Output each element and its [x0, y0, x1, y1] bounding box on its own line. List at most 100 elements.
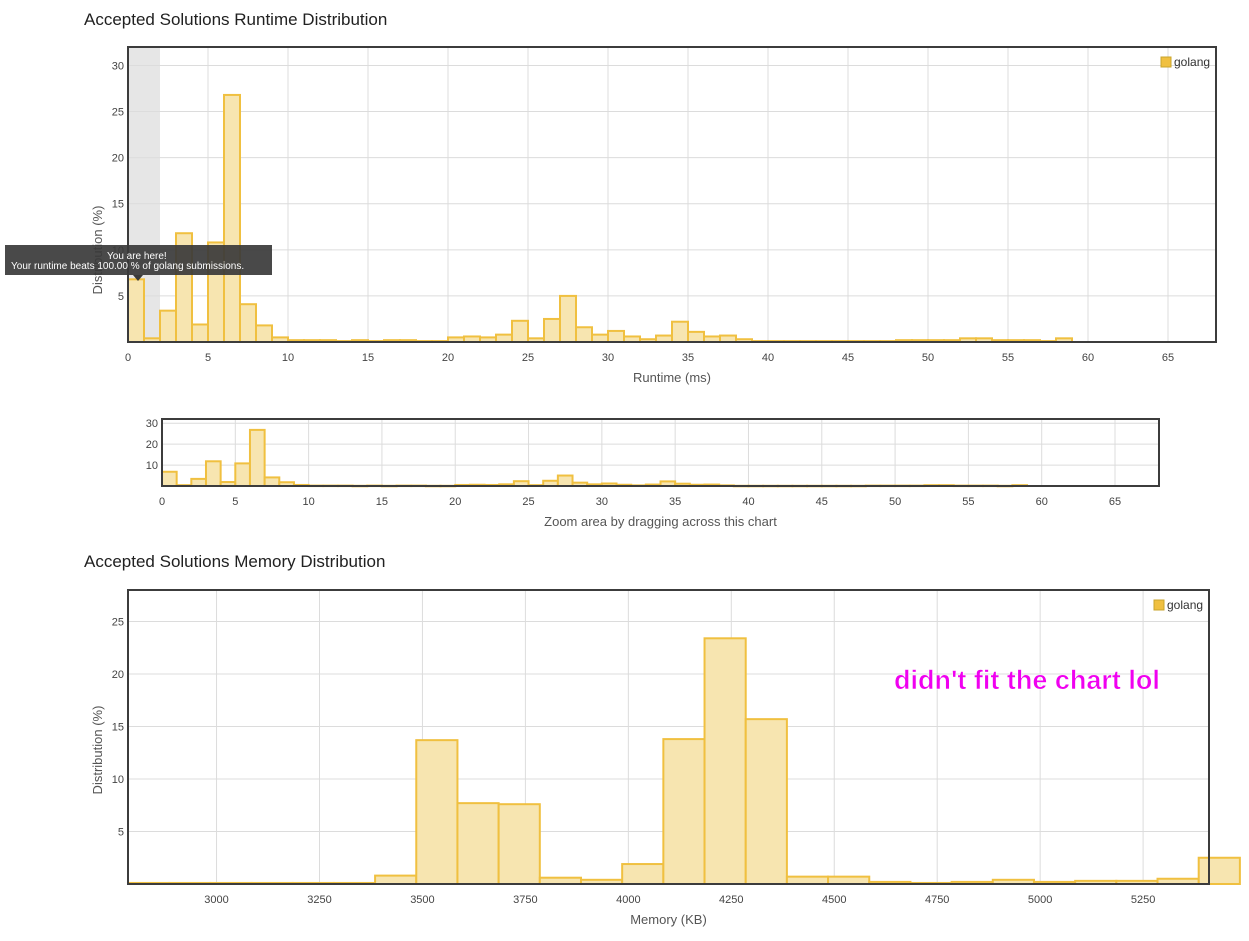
x-tick-label: 40: [762, 352, 774, 364]
x-tick-label: 15: [362, 352, 374, 364]
y-tick-label: 25: [112, 107, 124, 119]
bar: [556, 474, 574, 487]
x-tick-label: 15: [376, 496, 388, 508]
y-tick-label: 20: [112, 153, 124, 165]
x-tick-label: 5: [205, 352, 211, 364]
x-tick-label: 45: [842, 352, 854, 364]
plot-border: [127, 46, 1217, 343]
bar: [662, 738, 706, 885]
bar: [191, 323, 209, 343]
y-axis-label: Distribution (%): [90, 706, 105, 795]
plot-border: [127, 589, 1210, 885]
x-tick-label: 30: [596, 496, 608, 508]
y-tick-label: 20: [112, 669, 124, 681]
tooltip-box: [5, 245, 272, 275]
x-tick-label: 3250: [307, 894, 331, 906]
bar: [559, 294, 577, 343]
x-tick-label: 10: [282, 352, 294, 364]
x-tick-label: 4250: [719, 894, 743, 906]
x-tick-label: 25: [522, 496, 534, 508]
bar: [511, 319, 529, 343]
navigator-chart[interactable]: 0 5 10 15 20 25 30 35 40 45 50 55 60 65 10 20 30 Zoom are…: [146, 418, 1160, 529]
x-tick-label: 0: [125, 352, 131, 364]
bar: [543, 317, 561, 343]
x-tick-label: 3500: [410, 894, 434, 906]
x-tick-label: 5250: [1131, 894, 1155, 906]
bar: [255, 324, 273, 343]
bar: [744, 718, 788, 886]
x-axis-label: Memory (KB): [630, 912, 707, 927]
plot-border: [161, 418, 1160, 487]
x-tick-label: 0: [159, 496, 165, 508]
y-tick-label: 15: [112, 199, 124, 211]
x-tick-label: 25: [522, 352, 534, 364]
x-tick-label: 3750: [513, 894, 537, 906]
bar: [374, 874, 418, 885]
bar: [785, 875, 830, 886]
x-tick-label: 65: [1162, 352, 1174, 364]
bar: [223, 93, 241, 343]
x-tick-label: 60: [1082, 352, 1094, 364]
bar: [127, 278, 145, 343]
x-tick-label: 55: [1002, 352, 1014, 364]
annotation-text: didn't fit the chart lol: [894, 665, 1160, 695]
bar: [1197, 856, 1241, 885]
x-tick-label: 65: [1109, 496, 1121, 508]
x-tick-label: 45: [816, 496, 828, 508]
bar: [204, 460, 222, 488]
bar: [607, 329, 625, 343]
bar: [159, 309, 177, 343]
y-tick-label: 10: [112, 774, 124, 786]
legend-label: golang: [1174, 55, 1210, 69]
runtime-chart[interactable]: 0510152025303540455055606551015202530Run…: [90, 46, 1217, 385]
y-tick-label: 15: [112, 722, 124, 734]
x-tick-label: 40: [742, 496, 754, 508]
x-tick-label: 50: [889, 496, 901, 508]
legend-label: golang: [1167, 598, 1203, 612]
bar: [248, 428, 266, 488]
x-tick-label: 5: [232, 496, 238, 508]
bar: [234, 462, 251, 488]
x-axis-label: Zoom area by dragging across this chart: [544, 514, 777, 529]
x-tick-label: 35: [682, 352, 694, 364]
bar: [415, 739, 459, 886]
bar: [591, 333, 609, 343]
runtime-tooltip: You are here! Your runtime beats 100.00 …: [5, 245, 272, 281]
x-tick-label: 4500: [822, 894, 846, 906]
legend-swatch: [1153, 599, 1165, 611]
tooltip-pointer: [133, 275, 143, 281]
legend-swatch: [1160, 56, 1172, 68]
x-tick-label: 4750: [925, 894, 949, 906]
bar: [621, 863, 665, 885]
x-tick-label: 10: [302, 496, 314, 508]
y-tick-label: 10: [146, 460, 158, 472]
y-tick-label: 25: [112, 617, 124, 629]
y-tick-label: 30: [146, 418, 158, 430]
y-tick-label: 5: [118, 827, 124, 839]
bar: [456, 802, 500, 886]
x-tick-label: 4000: [616, 894, 640, 906]
tooltip-line-2: Your runtime beats 100.00 % of golang su…: [11, 261, 244, 272]
x-axis-label: Runtime (ms): [633, 370, 711, 385]
runtime-section-title: Accepted Solutions Runtime Distribution: [84, 10, 388, 29]
bar: [671, 320, 689, 343]
bar: [190, 477, 207, 488]
y-tick-label: 30: [112, 60, 124, 72]
bar: [687, 330, 705, 343]
memory-chart[interactable]: 3000 3250 3500 3750 4000 4250 4500 4750 5000 5250…: [90, 589, 1241, 927]
y-tick-label: 5: [118, 291, 124, 303]
tooltip-line-1: You are here!: [107, 251, 167, 262]
x-tick-label: 20: [449, 496, 461, 508]
bar: [239, 303, 257, 343]
y-tick-label: 20: [146, 439, 158, 451]
bar: [495, 333, 513, 343]
x-tick-label: 50: [922, 352, 934, 364]
bar: [161, 470, 178, 488]
x-tick-label: 20: [442, 352, 454, 364]
x-tick-label: 60: [1036, 496, 1048, 508]
bar: [497, 803, 541, 886]
bar: [575, 326, 593, 343]
x-tick-label: 55: [962, 496, 974, 508]
x-tick-label: 30: [602, 352, 614, 364]
